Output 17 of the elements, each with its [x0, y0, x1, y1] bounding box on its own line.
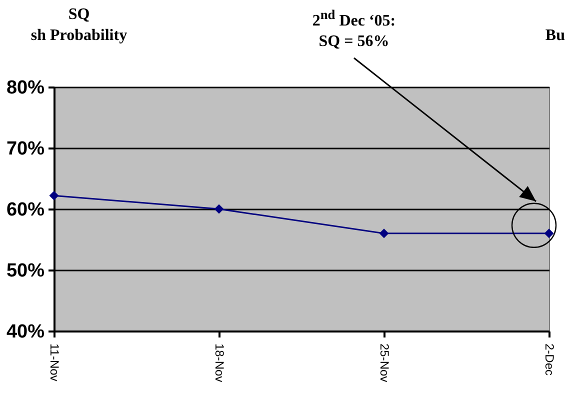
text: 2$^{nd}$ Dec ‘05: SQ = 56%: [311, 6, 397, 52]
text: Bu: [545, 26, 565, 46]
point: [214, 204, 224, 214]
point: [379, 228, 389, 238]
y-tick-label: 40%: [6, 322, 45, 342]
x-tick-label: 25-Nov: [378, 344, 392, 382]
y-tick-label: 50%: [6, 260, 45, 282]
x-tick-label: 11-Nov: [48, 344, 62, 382]
x-tick-label: 2-Dec: [542, 344, 556, 376]
y-tick-label: 60%: [6, 200, 45, 220]
text: SQ: [67, 5, 91, 25]
point: [544, 228, 554, 238]
y-tick-label: 70%: [6, 138, 45, 160]
x-tick-label: 18-Nov: [212, 344, 226, 382]
text: sh Probability: [30, 26, 128, 46]
point: [49, 190, 59, 200]
y-tick-label: 80%: [6, 78, 45, 98]
